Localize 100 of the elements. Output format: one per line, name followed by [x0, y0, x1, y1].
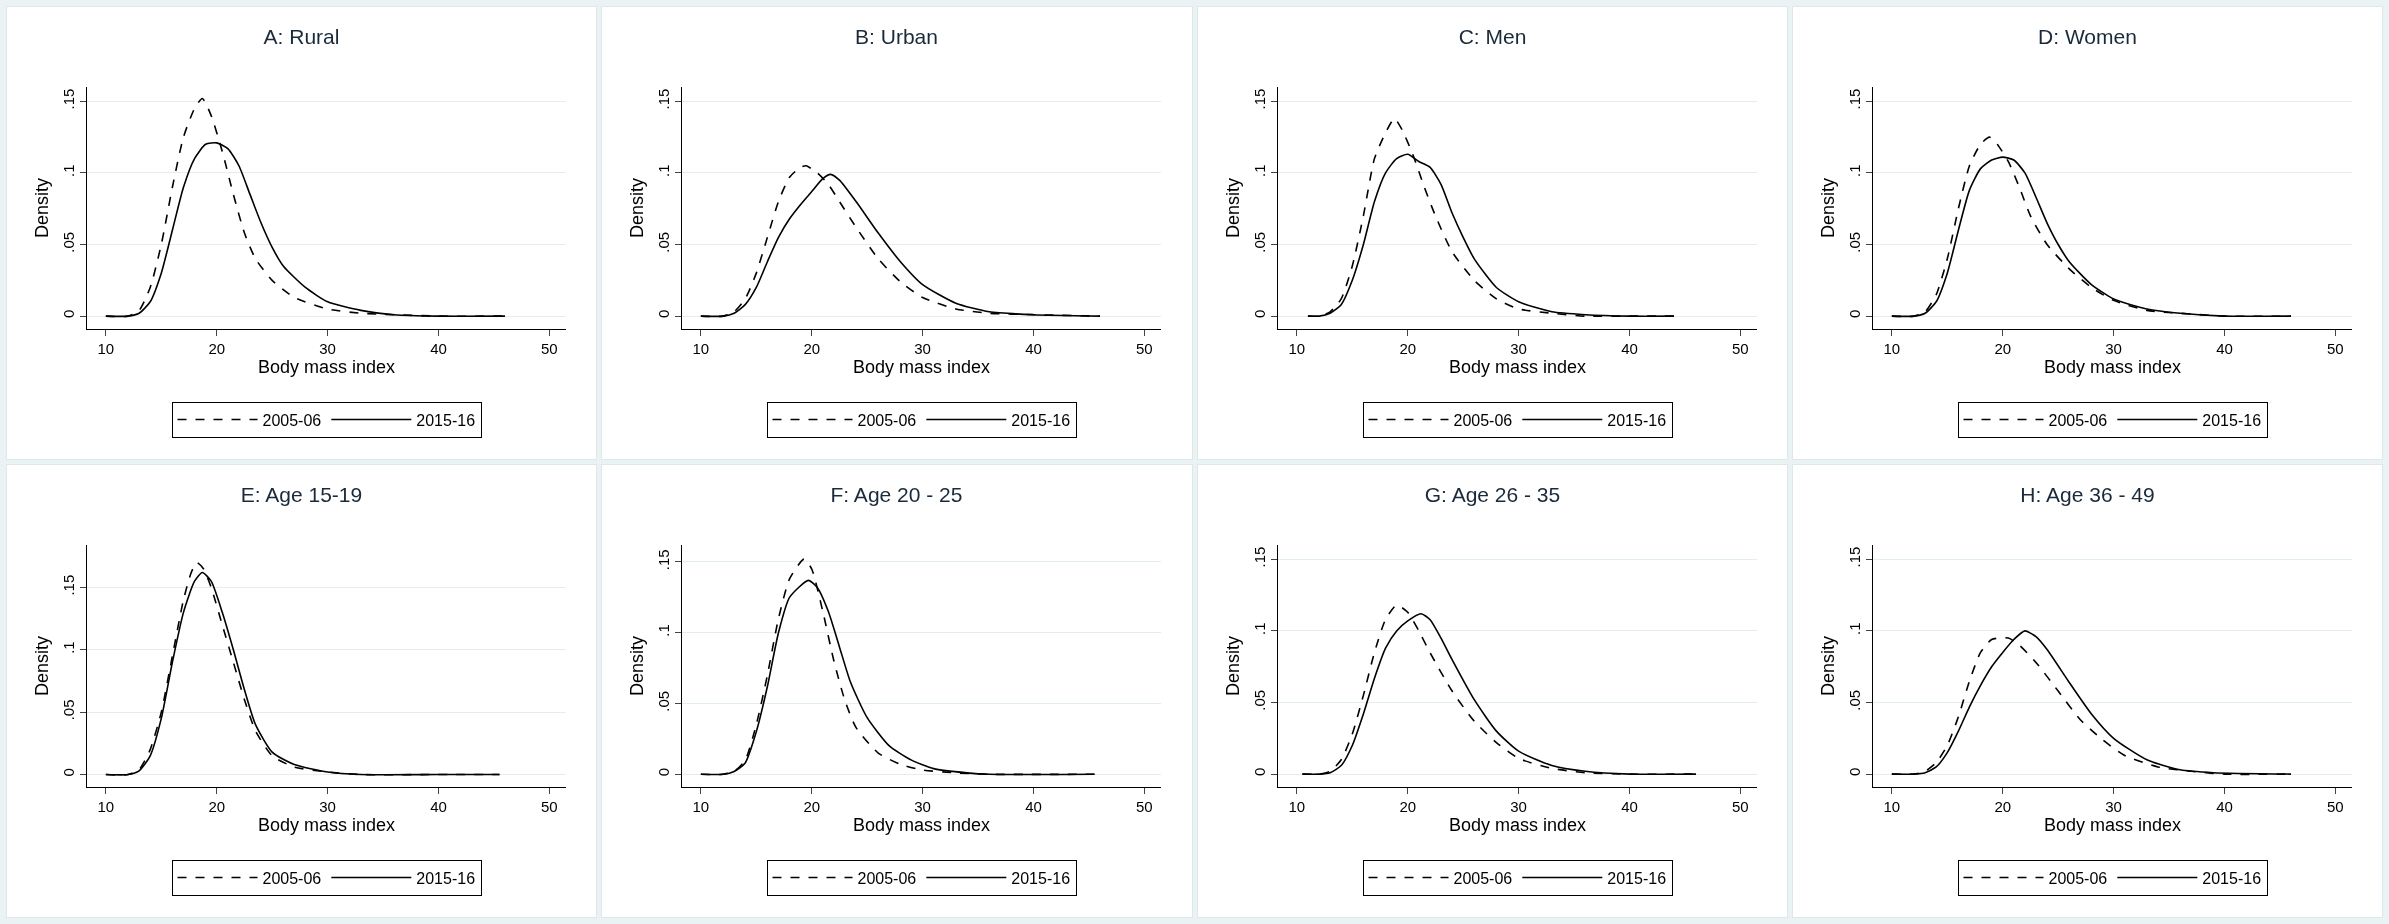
x-tick-label: 50 — [541, 798, 558, 815]
x-axis-title: Body mass index — [257, 357, 396, 377]
x-tick-label: 40 — [2215, 340, 2233, 357]
y-tick-label: .15 — [1845, 546, 1863, 568]
x-tick-label: 50 — [541, 340, 558, 357]
y-tick-label: .15 — [60, 574, 77, 596]
x-axis-title: Body mass index — [2043, 815, 2181, 835]
y-tick-label: .05 — [60, 699, 77, 721]
legend-label: 2005-06 — [857, 411, 917, 429]
x-tick-label: 40 — [430, 798, 447, 815]
y-tick-label: .05 — [1250, 231, 1268, 253]
x-tick-label: 20 — [1398, 798, 1416, 815]
x-tick-label: 50 — [1731, 340, 1749, 357]
y-axis-title: Density — [1222, 635, 1243, 697]
legend-label: 2015-16 — [2202, 869, 2261, 887]
x-tick-label: 40 — [1025, 340, 1043, 357]
y-axis-title: Density — [627, 635, 648, 697]
x-tick-label: 10 — [1288, 798, 1305, 815]
x-axis-title: Body mass index — [257, 815, 396, 835]
y-tick-label: .1 — [655, 164, 673, 177]
x-tick-label: 30 — [319, 340, 336, 357]
y-tick-label: 0 — [655, 309, 673, 319]
x-tick-label: 40 — [1620, 340, 1638, 357]
x-axis-title: Body mass index — [853, 357, 991, 377]
x-axis-title: Body mass index — [1448, 815, 1586, 835]
x-tick-label: 50 — [2326, 340, 2344, 357]
y-tick-label: .1 — [1845, 164, 1863, 177]
chart-title: G: Age 26 - 35 — [1424, 483, 1560, 507]
legend-label: 2015-16 — [416, 411, 476, 429]
legend-label: 2005-06 — [1453, 869, 1512, 887]
legend-label: 2005-06 — [262, 411, 322, 429]
x-axis-title: Body mass index — [2043, 357, 2181, 377]
y-tick-label: .1 — [60, 164, 77, 177]
x-tick-label: 30 — [2105, 798, 2122, 815]
y-tick-label: .1 — [655, 624, 673, 637]
legend-label: 2015-16 — [1011, 411, 1071, 429]
x-tick-label: 50 — [2326, 798, 2344, 815]
x-tick-label: 50 — [1136, 340, 1153, 357]
x-tick-label: 10 — [1883, 340, 1900, 357]
y-tick-label: .15 — [1250, 88, 1268, 110]
y-tick-label: 0 — [60, 309, 77, 319]
y-tick-label: 0 — [655, 767, 673, 777]
x-tick-label: 50 — [1136, 798, 1153, 815]
y-axis-title: Density — [627, 177, 648, 239]
x-tick-label: 30 — [1509, 798, 1527, 815]
y-tick-label: .15 — [1250, 546, 1268, 568]
legend-label: 2005-06 — [2048, 411, 2108, 429]
y-tick-label: 0 — [1250, 767, 1268, 777]
x-tick-label: 10 — [97, 340, 115, 357]
x-tick-label: 10 — [1883, 798, 1900, 815]
x-tick-label: 40 — [1620, 798, 1638, 815]
chart-title: B: Urban — [855, 25, 939, 49]
x-tick-label: 30 — [914, 340, 932, 357]
y-axis-title: Density — [32, 635, 53, 697]
y-axis-title: Density — [1817, 177, 1838, 239]
legend-label: 2015-16 — [2202, 411, 2261, 429]
x-tick-label: 40 — [430, 340, 447, 357]
x-tick-label: 20 — [208, 340, 226, 357]
x-tick-label: 20 — [803, 798, 821, 815]
y-tick-label: .15 — [1845, 88, 1863, 110]
chart-title: C: Men — [1458, 25, 1526, 49]
legend-label: 2005-06 — [262, 869, 322, 887]
legend-label: 2005-06 — [857, 869, 917, 887]
y-tick-label: .05 — [60, 231, 77, 253]
y-tick-label: .05 — [655, 231, 673, 253]
x-axis-title: Body mass index — [1448, 357, 1586, 377]
chart-title: A: Rural — [263, 25, 340, 49]
x-tick-label: 10 — [692, 340, 710, 357]
y-tick-label: 0 — [1845, 767, 1863, 777]
x-tick-label: 10 — [1288, 340, 1305, 357]
legend-label: 2015-16 — [1606, 411, 1666, 429]
x-tick-label: 10 — [692, 798, 710, 815]
y-tick-label: 0 — [1250, 309, 1268, 319]
legend-label: 2015-16 — [1011, 869, 1071, 887]
legend-label: 2005-06 — [2048, 869, 2108, 887]
y-tick-label: .05 — [1845, 689, 1863, 711]
y-axis-title: Density — [1222, 177, 1243, 239]
legend-label: 2015-16 — [1606, 869, 1666, 887]
y-tick-label: .1 — [60, 641, 77, 654]
chart-title: E: Age 15-19 — [240, 483, 363, 507]
x-tick-label: 30 — [319, 798, 336, 815]
chart-title: D: Women — [2037, 25, 2137, 49]
y-axis-title: Density — [32, 177, 53, 239]
y-tick-label: 0 — [1845, 309, 1863, 319]
x-tick-label: 20 — [1994, 798, 2011, 815]
x-tick-label: 20 — [803, 340, 821, 357]
y-tick-label: .1 — [1845, 622, 1863, 635]
chart-title: F: Age 20 - 25 — [830, 483, 963, 507]
x-axis-title: Body mass index — [853, 815, 991, 835]
chart-title: H: Age 36 - 49 — [2020, 483, 2155, 507]
x-tick-label: 10 — [97, 798, 115, 815]
x-tick-label: 50 — [1731, 798, 1749, 815]
x-tick-label: 40 — [2215, 798, 2233, 815]
y-tick-label: .1 — [1250, 622, 1268, 635]
y-tick-label: .15 — [655, 88, 673, 110]
y-tick-label: .05 — [1250, 689, 1268, 711]
y-tick-label: .15 — [655, 549, 673, 571]
y-axis-title: Density — [1817, 635, 1838, 697]
legend-label: 2015-16 — [416, 869, 476, 887]
y-tick-label: .05 — [655, 690, 673, 712]
